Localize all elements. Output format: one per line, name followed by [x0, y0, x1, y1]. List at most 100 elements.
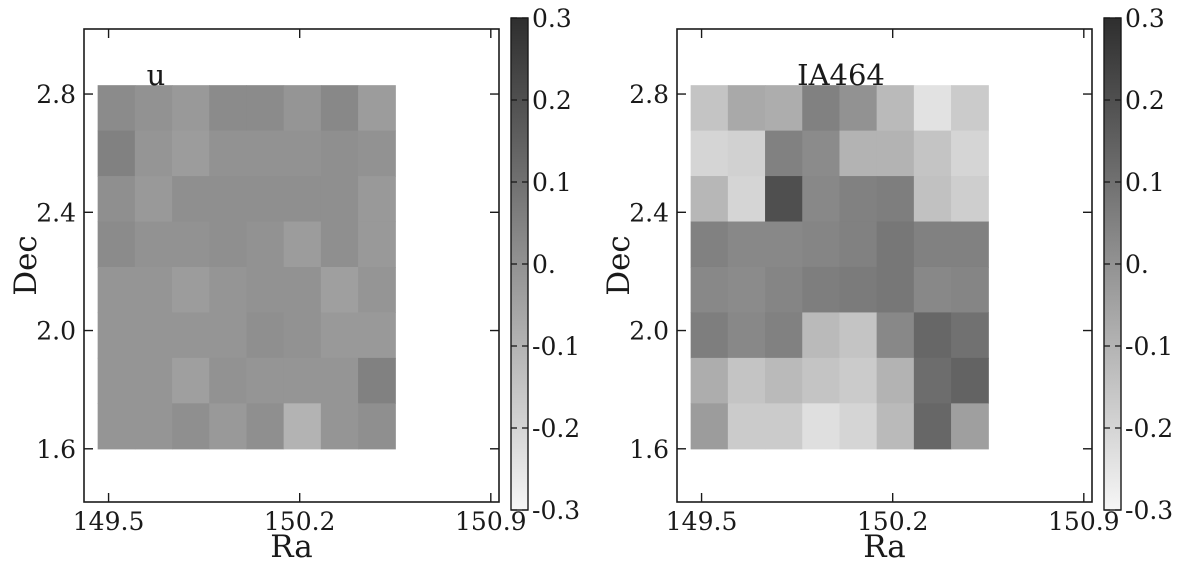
colorbar-tick-label: 0.3 — [532, 4, 572, 33]
colorbar-tick-label: -0.3 — [1125, 496, 1173, 525]
heatmap-cell — [246, 85, 285, 132]
heatmap-cell — [876, 266, 915, 314]
heatmap-cell — [765, 266, 803, 314]
colorbar-tick-label: 0.1 — [532, 168, 572, 197]
heatmap-cells — [97, 85, 396, 450]
heatmap-cell — [358, 266, 396, 314]
heatmap-cell — [727, 176, 766, 223]
heatmap-cell — [320, 266, 359, 314]
heatmap-cell — [134, 403, 173, 450]
heatmap-cell — [358, 357, 396, 404]
heatmap-cell — [358, 85, 396, 132]
heatmap-cell — [209, 357, 248, 404]
heatmap-panel-u: u 149.5 150.2 150.9 1.6 2.0 2.4 2.8 Ra Dec 0.3 0.2 0… — [8, 4, 580, 563]
heatmap-cell — [209, 85, 248, 132]
colorbar-tick-label: 0.1 — [1125, 168, 1165, 197]
y-tick-label: 2.0 — [36, 317, 76, 346]
heatmap-cell — [209, 266, 248, 314]
heatmap-cell — [320, 221, 359, 268]
heatmap-cell — [320, 85, 359, 132]
heatmap-cell — [358, 403, 396, 450]
heatmap-cell — [209, 312, 248, 359]
heatmap-cell — [876, 176, 915, 223]
heatmap-cell — [134, 221, 173, 268]
heatmap-cell — [172, 221, 210, 268]
heatmap-cell — [283, 312, 322, 359]
heatmap-panel-ia464: IA464 149.5 150.2 150.9 1.6 2.0 2.4 2.8 Ra Dec 0.3… — [601, 4, 1173, 563]
heatmap-cell — [727, 357, 766, 404]
heatmap-cell — [839, 357, 878, 404]
heatmap-cell — [172, 266, 210, 314]
heatmap-cell — [951, 221, 989, 268]
heatmap-cell — [951, 312, 989, 359]
y-axis-label: Dec — [8, 235, 44, 296]
axes-frame — [83, 28, 500, 503]
heatmap-cell — [765, 130, 803, 177]
heatmap-cell — [97, 357, 136, 404]
heatmap-cell — [765, 176, 803, 223]
heatmap-cell — [839, 221, 878, 268]
heatmap-cell — [951, 176, 989, 223]
heatmap-cell — [283, 176, 322, 223]
heatmap-cell — [209, 221, 248, 268]
heatmap-cell — [320, 312, 359, 359]
heatmap-cell — [97, 85, 136, 132]
heatmap-cell — [283, 85, 322, 132]
heatmap-cell — [876, 357, 915, 404]
heatmap-cell — [97, 312, 136, 359]
heatmap-cell — [765, 221, 803, 268]
heatmap-cell — [97, 266, 136, 314]
x-tick-label: 150.2 — [857, 507, 929, 536]
heatmap-cell — [727, 266, 766, 314]
panel-title: IA464 — [797, 58, 885, 92]
colorbar-tick-label: -0.1 — [532, 332, 580, 361]
heatmap-cell — [802, 403, 841, 450]
heatmap-cell — [172, 403, 210, 450]
axes-frame — [676, 28, 1093, 503]
x-tick-label: 150.9 — [1048, 507, 1120, 536]
heatmap-cell — [246, 130, 285, 177]
heatmap-cell — [283, 130, 322, 177]
x-tick-label: 150.2 — [264, 507, 336, 536]
heatmap-cell — [951, 266, 989, 314]
heatmap-cell — [690, 312, 729, 359]
heatmap-cell — [358, 176, 396, 223]
heatmap-cell — [802, 266, 841, 314]
heatmap-cell — [690, 221, 729, 268]
heatmap-cell — [246, 312, 285, 359]
x-axis-label: Ra — [863, 529, 906, 563]
heatmap-cell — [320, 130, 359, 177]
heatmap-cell — [283, 221, 322, 268]
heatmap-cell — [690, 266, 729, 314]
heatmap-cell — [358, 221, 396, 268]
heatmap-cell — [876, 312, 915, 359]
heatmap-cell — [913, 130, 952, 177]
heatmap-cell — [913, 312, 952, 359]
heatmap-cell — [209, 403, 248, 450]
heatmap-cell — [283, 266, 322, 314]
heatmap-cell — [727, 130, 766, 177]
heatmap-cell — [839, 176, 878, 223]
heatmap-cell — [320, 357, 359, 404]
heatmap-cell — [246, 221, 285, 268]
heatmap-cell — [172, 85, 210, 132]
heatmap-cell — [97, 403, 136, 450]
heatmap-cell — [246, 176, 285, 223]
heatmap-cell — [283, 357, 322, 404]
x-tick-label: 150.9 — [455, 507, 527, 536]
x-axis-label: Ra — [270, 529, 313, 563]
colorbar-tick-label: -0.1 — [1125, 332, 1173, 361]
colorbar-tick-label: -0.2 — [532, 414, 580, 443]
heatmap-cell — [876, 403, 915, 450]
heatmap-cell — [951, 357, 989, 404]
heatmap-cell — [97, 176, 136, 223]
heatmap-cell — [765, 403, 803, 450]
heatmap-cell — [97, 221, 136, 268]
heatmap-cell — [246, 403, 285, 450]
x-tick-label: 149.5 — [666, 507, 738, 536]
heatmap-cell — [97, 130, 136, 177]
heatmap-cell — [320, 403, 359, 450]
heatmap-cell — [283, 403, 322, 450]
heatmap-cell — [172, 176, 210, 223]
